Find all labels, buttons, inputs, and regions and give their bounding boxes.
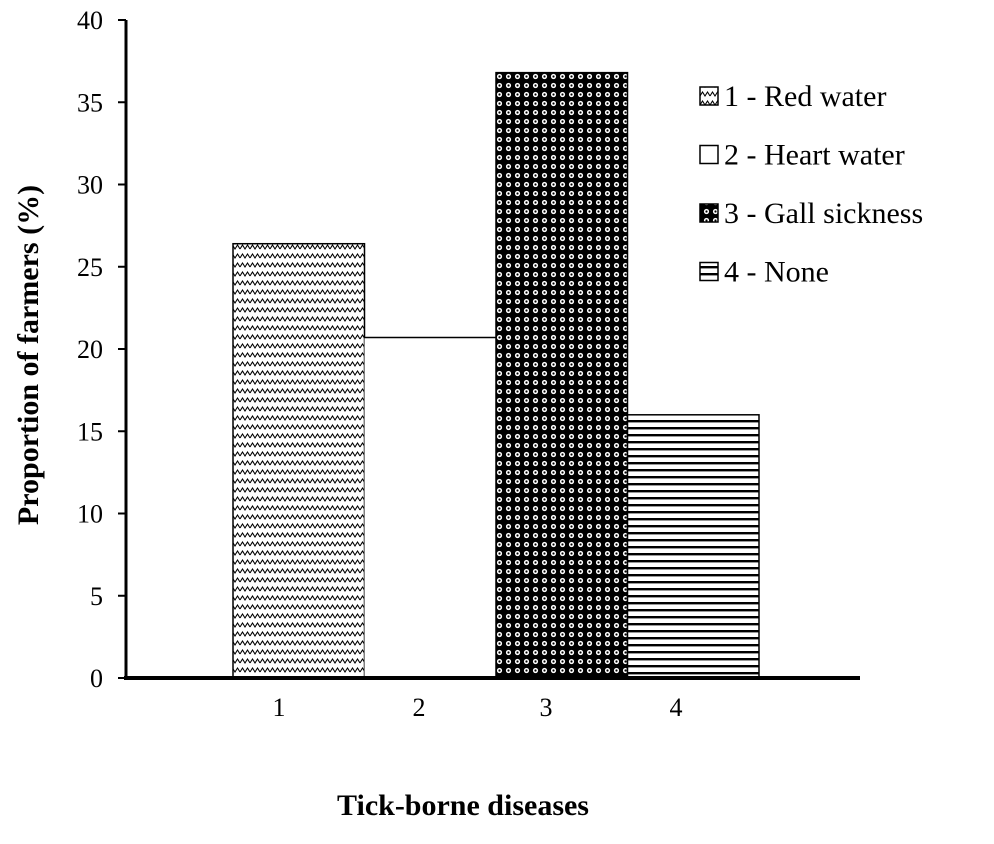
legend-swatch-3	[699, 203, 719, 223]
y-tick-label: 5	[90, 582, 103, 611]
bar-4	[626, 414, 760, 679]
legend-label-4: 4 - None	[724, 256, 829, 289]
y-tick-label: 0	[90, 664, 103, 693]
x-axis-title: Tick-borne diseases	[337, 789, 589, 822]
x-ticks-group: 1 2 3 4	[273, 693, 683, 722]
x-tick-label-3: 3	[540, 693, 553, 722]
y-tick-label: 35	[77, 88, 103, 117]
bar-1	[232, 242, 366, 679]
legend-label-3: 3 - Gall sickness	[724, 197, 923, 230]
x-tick-label-2: 2	[413, 693, 426, 722]
y-tick-label: 40	[77, 6, 103, 35]
legend-swatch-1	[699, 86, 719, 106]
legend: 1 - Red water 2 - Heart water 3 - Gall sic…	[699, 80, 923, 289]
y-tick-label: 30	[77, 171, 103, 200]
y-axis-title: Proportion of farmers (%)	[12, 185, 45, 525]
y-ticks-group: 0 5 10 15 20 25 30 35 40	[77, 6, 126, 693]
x-tick-label-1: 1	[273, 693, 286, 722]
legend-label-1: 1 - Red water	[724, 80, 886, 113]
bars-group	[232, 71, 760, 679]
y-tick-label: 20	[77, 335, 103, 364]
legend-swatch-4	[699, 261, 719, 282]
legend-swatch-2	[699, 144, 719, 165]
bar-3	[495, 71, 629, 679]
y-tick-label: 10	[77, 500, 103, 529]
x-tick-label-4: 4	[670, 693, 683, 722]
y-tick-label: 25	[77, 253, 103, 282]
legend-label-2: 2 - Heart water	[724, 139, 905, 172]
bar-2	[364, 337, 496, 678]
y-tick-label: 15	[77, 417, 103, 446]
